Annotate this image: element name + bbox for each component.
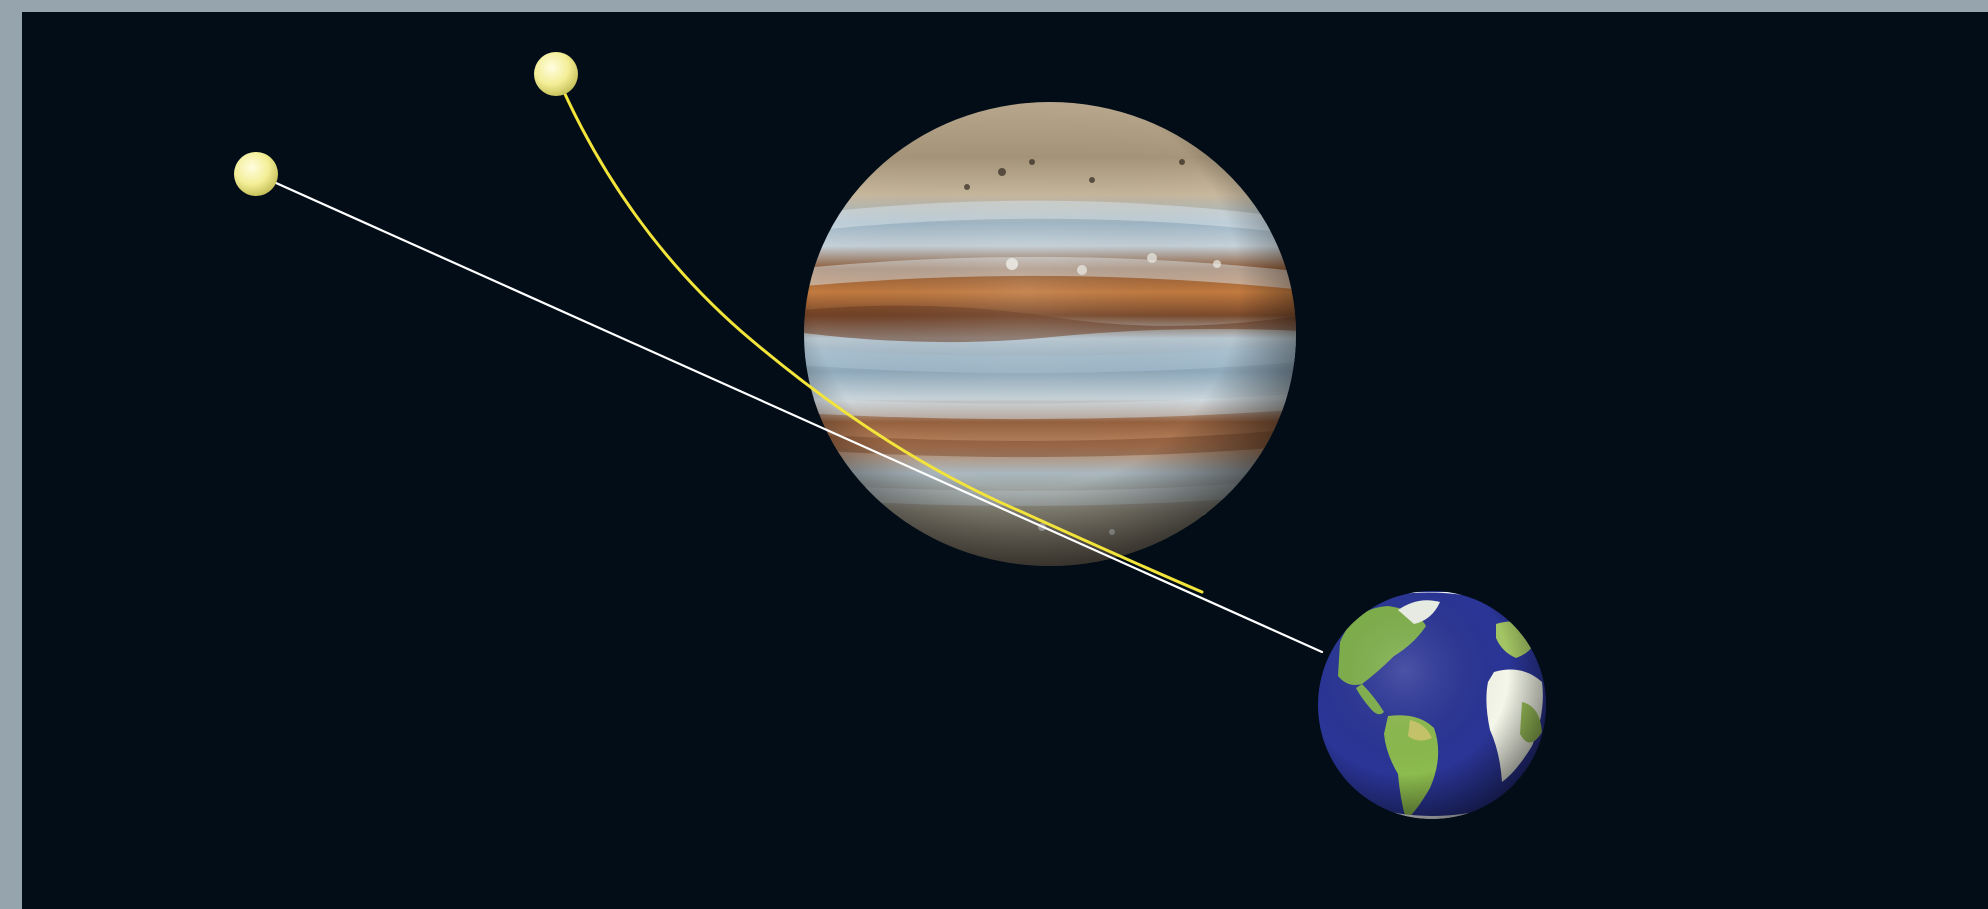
apparent-star-position: [234, 152, 278, 196]
space-background: [22, 12, 1988, 909]
earth-planet: [1318, 591, 1546, 819]
jupiter-planet: [804, 102, 1296, 566]
straight-light-ray: [254, 172, 1324, 654]
gravitational-lensing-illustration: [234, 52, 1546, 819]
bent-light-ray: [554, 72, 1204, 594]
true-star-position: [534, 52, 578, 96]
